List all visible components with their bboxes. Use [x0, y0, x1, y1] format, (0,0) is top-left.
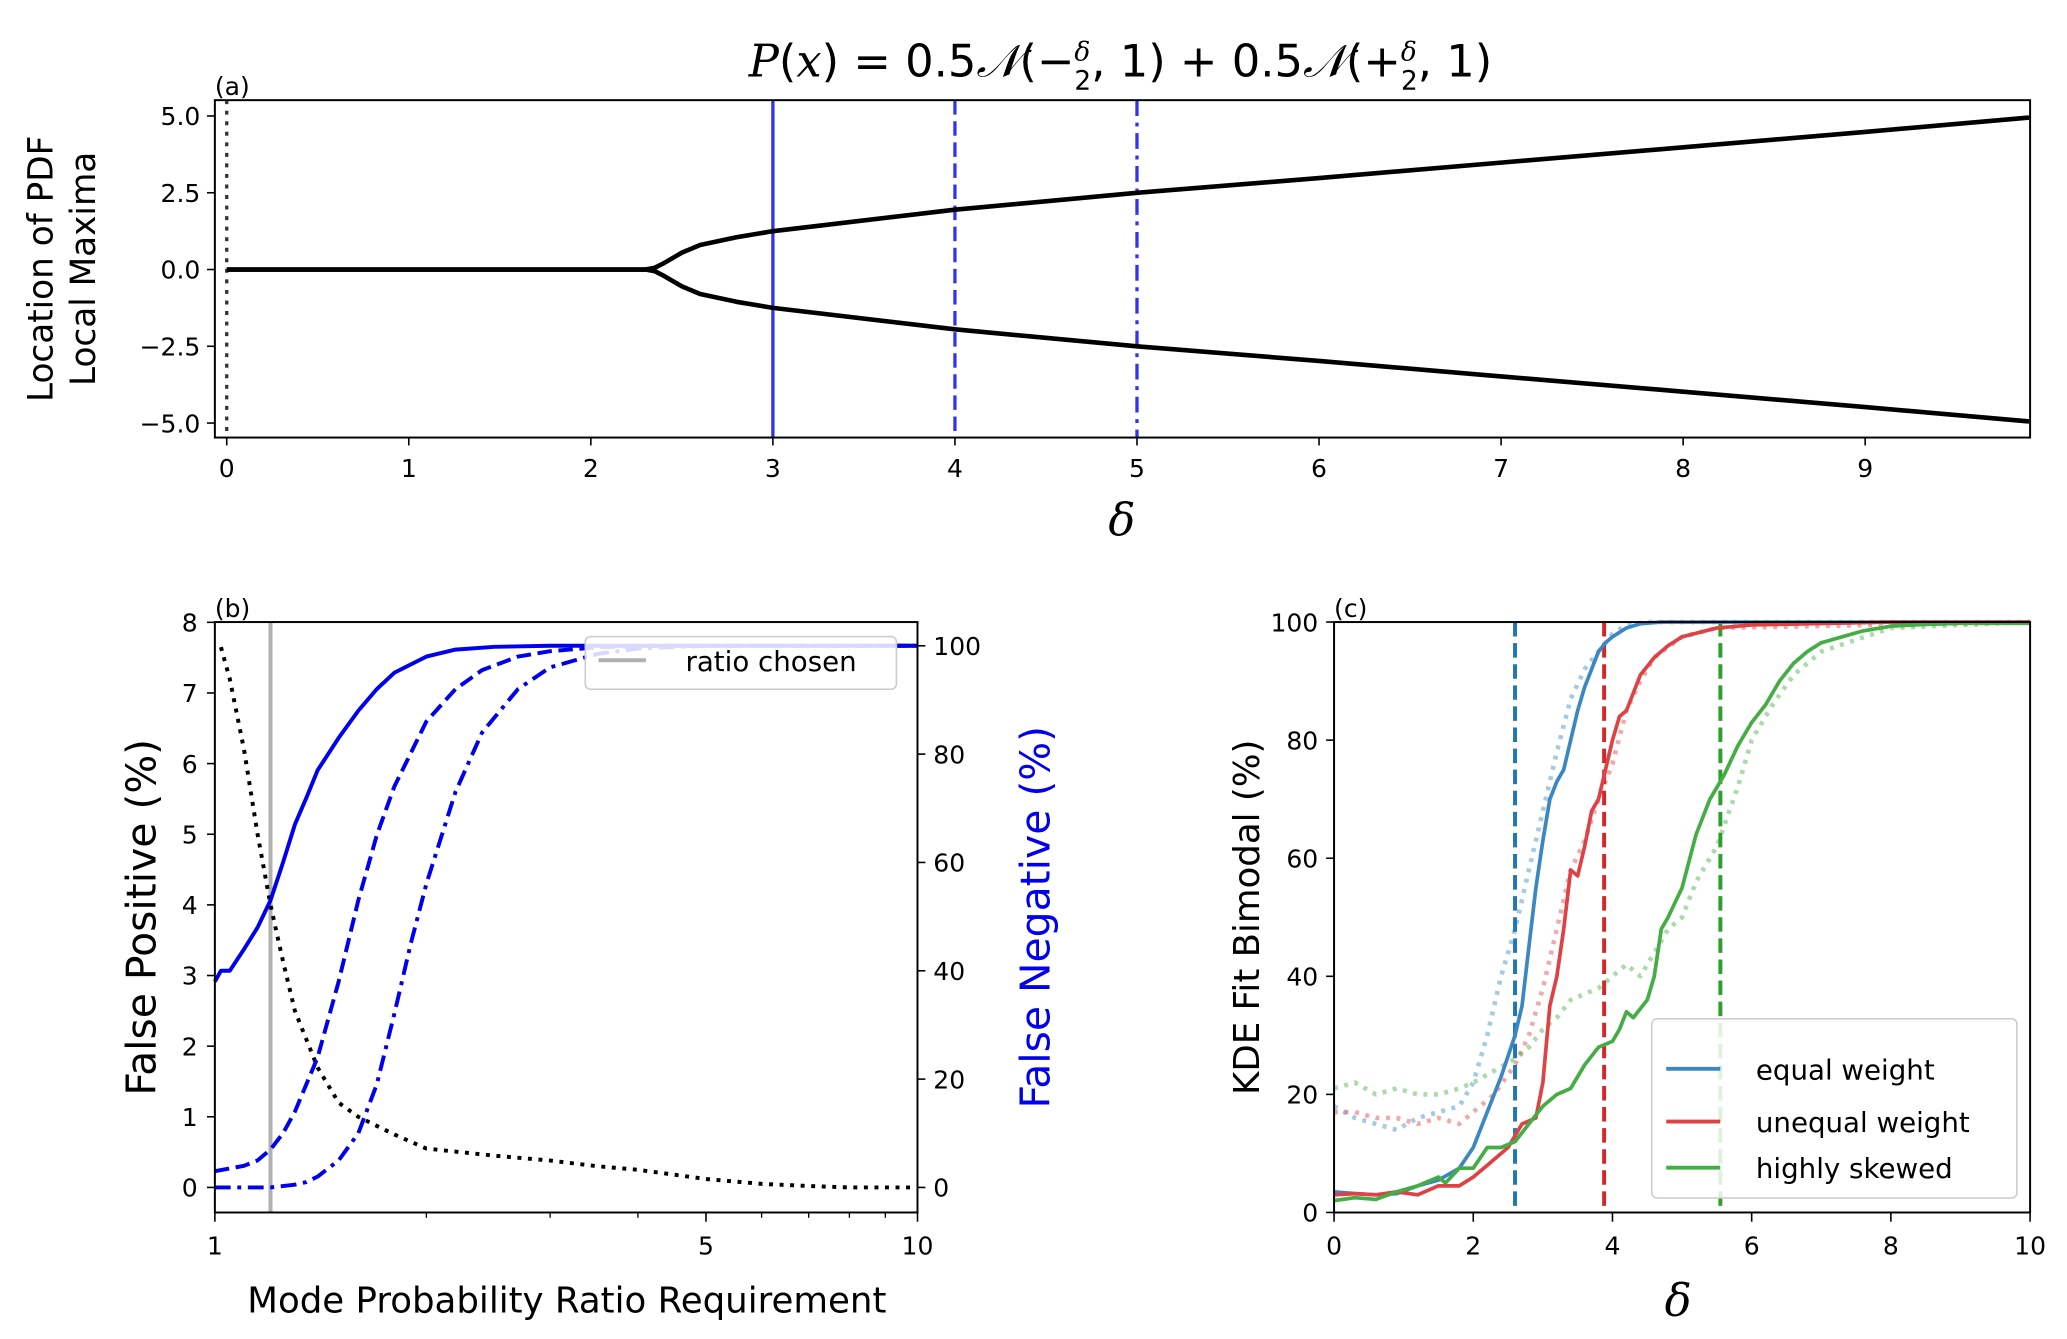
ytick-right-label: 0 [933, 1174, 949, 1203]
xtick-label: 8 [1883, 1232, 1899, 1261]
ytick-label: 100 [1270, 608, 1318, 637]
panel-c-ylabel: KDE Fit Bimodal (%) [1227, 740, 1268, 1095]
xtick-label: 0 [219, 454, 235, 483]
ytick-label: 7 [182, 679, 198, 708]
legend-label-highly-skewed: highly skewed [1756, 1152, 1953, 1185]
panel-a-ylabel-line2: Local Maxima [64, 152, 104, 386]
panel-c-label: (c) [1334, 594, 1367, 623]
legend-label-unequal-weight: unequal weight [1756, 1106, 1970, 1139]
xtick-label: 1 [207, 1232, 223, 1261]
ytick-right-label: 60 [933, 849, 965, 878]
series-unequal-weight-dotted [1334, 619, 2031, 1127]
series-highly-skewed [1333, 621, 2031, 1203]
series-unequal-weight [1333, 620, 2031, 1197]
series-lower-maximum [226, 267, 2030, 424]
ytick-label: 8 [182, 609, 198, 638]
panel-a-xlabel: δ [1108, 493, 1135, 546]
series-false-negative-5 [214, 643, 918, 1190]
series-upper-maximum [226, 115, 2030, 272]
series-false-negative-3 [213, 643, 918, 983]
panel-c-legend: equal weight unequal weight highly skewe… [1650, 1017, 2018, 1199]
ytick-right-label: 40 [933, 957, 965, 986]
ytick-label: 0 [1302, 1199, 1318, 1228]
xtick-label: 5 [698, 1232, 714, 1261]
panel-c-xlabel: δ [1665, 1273, 1692, 1326]
series-false-positive [219, 646, 918, 1190]
ytick-label: 0.0 [161, 256, 201, 285]
panel-b-legend-box [584, 635, 898, 691]
ytick-label: 1 [182, 1103, 198, 1132]
series-equal-weight-dotted [1332, 619, 2031, 1133]
panel-a-ylabel-line1: Location of PDF [22, 136, 62, 402]
xtick-label: 4 [1605, 1232, 1621, 1261]
ytick-label: 2 [182, 1032, 198, 1061]
xtick-label: 6 [1311, 454, 1327, 483]
ytick-label: 4 [182, 891, 198, 920]
series-false-negative-4 [214, 643, 918, 1174]
panel-b-label: (b) [215, 594, 250, 623]
panel-c-legend-box [1650, 1017, 2018, 1199]
ytick-label: −2.5 [140, 333, 201, 362]
series-highly-skewed-dotted [1333, 619, 2031, 1097]
xtick-label: 1 [401, 454, 417, 483]
panel-a-label: (a) [215, 72, 250, 101]
xtick-label: 10 [2014, 1232, 2046, 1261]
ytick-right-label: 100 [933, 632, 981, 661]
xtick-label: 5 [1129, 454, 1145, 483]
xtick-label: 2 [1465, 1232, 1481, 1261]
figure-title: P(x) = 0.5𝒩(−δ 2, 1) + 0.5𝒩(+δ 2, 1) [748, 34, 1492, 96]
ytick-label: 2.5 [161, 179, 201, 208]
ytick-label: 0 [182, 1174, 198, 1203]
panel-b-legend: ratio chosen [584, 635, 898, 691]
panel-b-frame [213, 621, 919, 1214]
ytick-label: 60 [1286, 844, 1318, 873]
ytick-label: 40 [1286, 963, 1318, 992]
ytick-label: 3 [182, 962, 198, 991]
xtick-label: 2 [583, 454, 599, 483]
ytick-label: 20 [1286, 1081, 1318, 1110]
legend-label-equal-weight: equal weight [1756, 1053, 1935, 1086]
xtick-label: 0 [1326, 1232, 1342, 1261]
ytick-label: 5 [182, 820, 198, 849]
xtick-label: 4 [947, 454, 963, 483]
ytick-label: 80 [1286, 726, 1318, 755]
xtick-label: 3 [765, 454, 781, 483]
ytick-label: 6 [182, 750, 198, 779]
xtick-label: 7 [1493, 454, 1509, 483]
panel-b-ylabel: False Positive (%) [118, 739, 166, 1096]
ytick-label: 5.0 [161, 102, 201, 131]
xtick-label: 9 [1857, 454, 1873, 483]
xtick-label: 6 [1744, 1232, 1760, 1261]
panel-a: (a) 0 1 2 3 4 5 6 7 8 9 5.0 2.5 0.0 −2.5 −5.0 δ Locat… [22, 72, 2032, 546]
xtick-label: 8 [1675, 454, 1691, 483]
ytick-label: −5.0 [140, 409, 201, 438]
ytick-right-label: 20 [933, 1065, 965, 1094]
panel-c: (c) 0 2 4 6 8 10 0 20 40 60 80 100 δ KDE Fit Bimod… [1227, 594, 2046, 1326]
panel-b-ylabel-right: False Negative (%) [1011, 726, 1059, 1109]
legend-label-ratio-chosen: ratio chosen [685, 645, 856, 678]
panel-b-xlabel: Mode Probability Ratio Requirement [247, 1281, 886, 1322]
xtick-label: 10 [902, 1232, 934, 1261]
ytick-right-label: 80 [933, 740, 965, 769]
panel-c-frame [1333, 621, 2032, 1214]
